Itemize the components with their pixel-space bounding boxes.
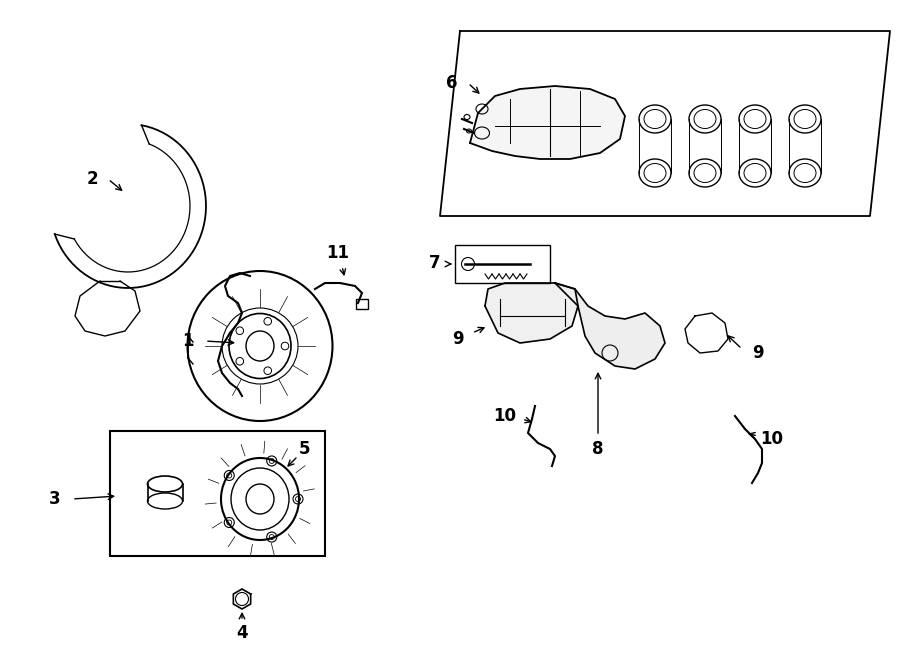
Text: 5: 5	[299, 440, 310, 458]
Text: 7: 7	[429, 254, 441, 272]
Bar	[110, 431, 325, 556]
Text: 10: 10	[760, 430, 784, 448]
Text: 2: 2	[86, 170, 98, 188]
Polygon shape	[555, 283, 665, 369]
Text: 8: 8	[592, 440, 604, 458]
Text: 3: 3	[50, 490, 61, 508]
Polygon shape	[485, 283, 578, 343]
Text: 1: 1	[182, 332, 194, 350]
Text: 10: 10	[493, 407, 517, 425]
Bar	[455, 245, 550, 283]
Polygon shape	[470, 86, 625, 159]
Text: 9: 9	[752, 344, 764, 362]
Text: 6: 6	[446, 74, 458, 92]
Bar	[356, 299, 368, 309]
Text: 9: 9	[452, 330, 464, 348]
Text: 11: 11	[327, 244, 349, 262]
Text: 4: 4	[236, 624, 248, 642]
Polygon shape	[440, 31, 890, 216]
